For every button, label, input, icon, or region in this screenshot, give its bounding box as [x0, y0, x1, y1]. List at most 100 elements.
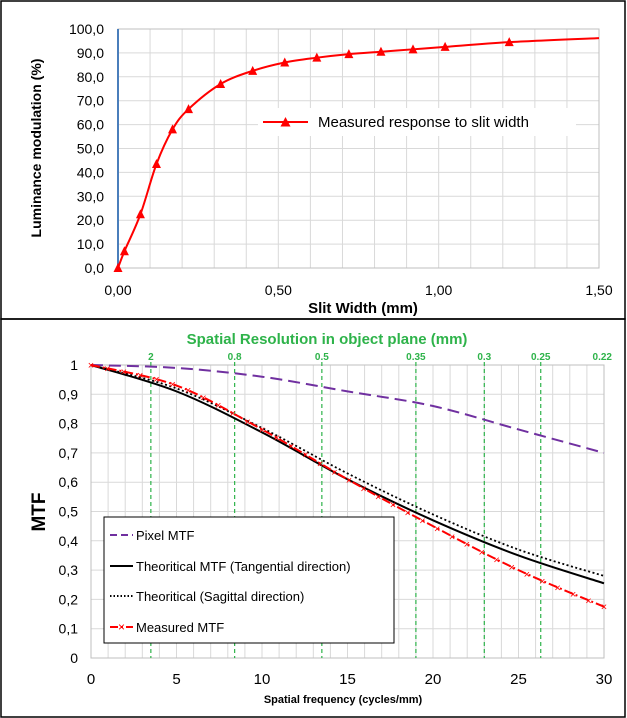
series-line-measured-mtf	[90, 364, 605, 608]
data-point-measured-mtf: ×	[259, 425, 265, 437]
x-tick-label: 1,00	[425, 282, 452, 298]
data-point-measured-mtf: ×	[478, 547, 484, 559]
data-point-measured-mtf: ×	[539, 576, 545, 588]
y-axis-title: Luminance modulation (%)	[28, 59, 44, 238]
data-point-measured-mtf: ×	[185, 385, 191, 397]
data-point-measured-mtf: ×	[601, 602, 607, 614]
resolution-label: 0.3	[477, 352, 491, 363]
y-tick-label: 50,0	[77, 141, 104, 157]
data-point-measured-response	[248, 65, 258, 75]
data-point-measured-mtf: ×	[390, 500, 396, 512]
mtf-series: × × × × × × × × × × × × × × × × × × × × × × × × × × × × × × × × × × ×	[88, 360, 607, 614]
data-point-measured-response	[312, 52, 322, 62]
x-tick-label: 0,00	[104, 282, 131, 298]
resolution-label: 2	[148, 352, 154, 363]
x-tick-label: 30	[596, 671, 613, 688]
data-point-measured-mtf: ×	[464, 539, 470, 551]
data-point-measured-mtf: ×	[153, 374, 159, 386]
plot-area	[90, 364, 605, 659]
data-point-measured-mtf: ×	[585, 595, 591, 607]
y-tick-label: 70,0	[77, 93, 104, 109]
data-point-measured-response	[135, 209, 145, 219]
data-point-measured-mtf: ×	[244, 416, 250, 428]
data-point-measured-mtf: ×	[346, 475, 352, 487]
y-tick-label: 10,0	[77, 236, 104, 252]
y-tick-label: 0	[70, 650, 78, 666]
y-tick-label: 0,2	[59, 591, 79, 607]
data-point-measured-response	[151, 159, 161, 169]
data-point-measured-response	[440, 41, 450, 51]
data-point-measured-mtf: ×	[288, 441, 294, 453]
data-point-measured-mtf: ×	[88, 360, 94, 372]
series-line-sagittal	[90, 364, 605, 577]
data-point-measured-mtf: ×	[524, 569, 530, 581]
resolution-label: 0.25	[531, 352, 551, 363]
chart-title: Spatial Resolution in object plane (mm)	[187, 331, 468, 348]
top-x-tick-labels: 0,00 0,50 1,00 1,50	[104, 282, 612, 298]
data-point-measured-mtf: ×	[274, 433, 280, 445]
data-point-measured-mtf: ×	[169, 379, 175, 391]
data-point-measured-mtf: ×	[302, 450, 308, 462]
y-tick-label: 30,0	[77, 188, 104, 204]
data-point-measured-response	[376, 46, 386, 56]
data-point-measured-response	[344, 49, 354, 59]
top-legend: Measured response to slit width	[258, 108, 576, 136]
data-point-measured-response	[119, 246, 129, 256]
legend-label-measured-mtf: Measured MTF	[136, 620, 224, 635]
bottom-legend: Pixel MTF Theoritical MTF (Tangential di…	[103, 516, 395, 644]
resolution-label: 0.5	[315, 352, 329, 363]
series-line-pixel-mtf	[90, 364, 605, 454]
data-point-measured-mtf: ×	[419, 516, 425, 528]
data-point-measured-mtf: ×	[449, 531, 455, 543]
x-tick-label: 1,50	[585, 282, 612, 298]
data-point-measured-mtf: ×	[121, 367, 127, 379]
y-tick-label: 0,4	[59, 533, 79, 549]
x-tick-label: 0,50	[265, 282, 292, 298]
data-point-measured-mtf: ×	[434, 523, 440, 535]
top-y-tick-labels: 0,0 10,0 20,0 30,0 40,0 50,0 60,0 70,0 80,0 90,0 1…	[69, 21, 104, 276]
data-point-measured-mtf: ×	[200, 392, 206, 404]
data-point-measured-response	[280, 57, 290, 67]
data-point-measured-mtf: ×	[331, 467, 337, 479]
y-tick-label: 0,7	[59, 445, 79, 461]
bottom-x-tick-labels: 0 5 10 15 20 25 30	[87, 671, 613, 688]
data-point-measured-mtf: ×	[137, 370, 143, 382]
data-point-measured-response	[408, 44, 418, 54]
y-tick-label: 0,1	[59, 621, 79, 637]
data-point-measured-mtf: ×	[215, 400, 221, 412]
y-tick-label: 0,6	[59, 474, 79, 490]
bottom-chart-frame	[0, 318, 626, 718]
y-tick-label: 0,3	[59, 562, 79, 578]
series-line-measured-response	[117, 37, 600, 269]
x-axis-title: Spatial frequency (cycles/mm)	[264, 694, 423, 706]
y-tick-label: 100,0	[69, 21, 104, 37]
x-tick-label: 15	[339, 671, 356, 688]
x-tick-label: 20	[425, 671, 442, 688]
data-point-measured-mtf: ×	[554, 582, 560, 594]
data-point-measured-mtf: ×	[570, 589, 576, 601]
x-tick-label: 10	[254, 671, 271, 688]
x-tick-label: 25	[510, 671, 527, 688]
data-point-measured-mtf: ×	[404, 508, 410, 520]
x-tick-label: 0	[87, 671, 95, 688]
legend-label-pixel-mtf: Pixel MTF	[136, 528, 195, 543]
data-point-measured-mtf: ×	[360, 483, 366, 495]
data-point-measured-mtf: ×	[230, 408, 236, 420]
y-tick-label: 0,9	[59, 386, 79, 402]
legend-marker-measured-mtf: ×	[118, 620, 125, 634]
data-point-measured-mtf: ×	[493, 554, 499, 566]
y-tick-label: 90,0	[77, 45, 104, 61]
legend-label-sagittal: Theoritical (Sagittal direction)	[136, 589, 304, 604]
slit-width-chart: 0,0 10,0 20,0 30,0 40,0 50,0 60,0 70,0 80,0 90,0 1…	[28, 21, 613, 317]
data-point-measured-response	[184, 104, 194, 114]
series-line-tangential	[90, 364, 605, 585]
data-point-measured-response	[216, 78, 226, 88]
data-point-measured-response	[113, 263, 123, 272]
y-tick-label: 1	[70, 357, 78, 373]
y-tick-label: 40,0	[77, 164, 104, 180]
data-point-measured-response	[504, 37, 514, 47]
top-grid	[117, 28, 600, 269]
y-tick-label: 60,0	[77, 117, 104, 133]
data-point-measured-mtf: ×	[104, 363, 110, 375]
